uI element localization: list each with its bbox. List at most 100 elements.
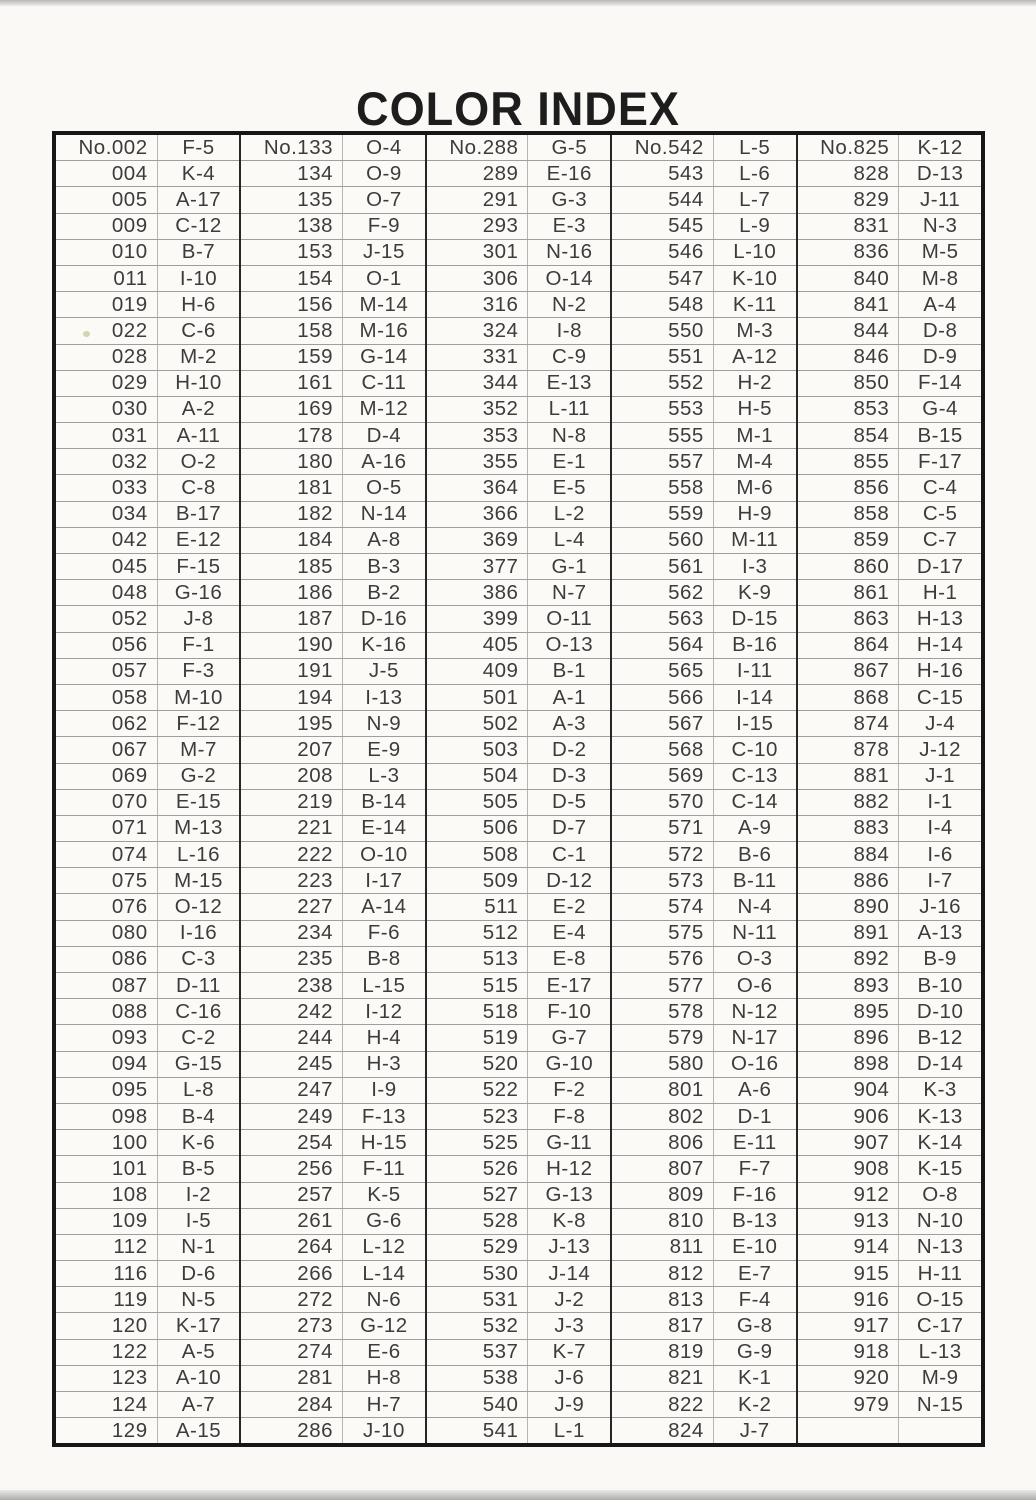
color-code-cell: K-8	[552, 1209, 587, 1233]
table-row: 528 K-8	[426, 1208, 611, 1235]
table-row: 098 B-4	[56, 1103, 240, 1131]
table-row: No.133 O-4	[241, 135, 425, 162]
table-row: 223 I-17	[241, 868, 425, 895]
color-code-cell: H-7	[366, 1392, 402, 1416]
color-code-cell: H-3	[366, 1052, 402, 1076]
color-number-cell: No.288	[427, 135, 529, 161]
color-number-cell: 884	[798, 842, 900, 868]
color-number-cell: 369	[427, 527, 529, 553]
table-row: 573 B-11	[612, 868, 796, 895]
color-number-cell: 257	[241, 1182, 344, 1208]
color-number-cell: 802	[612, 1103, 714, 1130]
color-code-cell: B-4	[181, 1104, 216, 1128]
table-row: 242 I-12	[241, 999, 425, 1026]
color-code-cell: D-14	[916, 1052, 964, 1076]
table-row: 221 E-14	[241, 815, 425, 843]
table-row: 884 I-6	[797, 842, 982, 869]
table-row: 551 A-12	[612, 344, 796, 371]
table-row: 558 M-6	[612, 475, 796, 502]
table-row: 286 J-10	[241, 1418, 424, 1444]
color-number-cell: 180	[241, 449, 344, 475]
color-number-cell: 235	[241, 946, 344, 972]
table-row: 086 C-3	[56, 946, 240, 973]
color-code-cell: H-5	[737, 397, 772, 421]
table-row: 906 K-13	[797, 1103, 982, 1131]
color-code-cell: J-10	[362, 1418, 405, 1442]
color-number-cell: 153	[241, 239, 344, 265]
color-number-cell: 178	[241, 423, 344, 449]
table-row: 853 G-4	[797, 396, 982, 424]
color-number-cell: 219	[241, 789, 344, 815]
table-row: 101 B-5	[56, 1156, 240, 1183]
table-row: 541 L-1	[427, 1418, 610, 1444]
color-code-cell: D-10	[916, 999, 964, 1023]
color-code-cell: N-14	[360, 502, 408, 526]
table-row: 538 J-6	[426, 1365, 611, 1392]
color-number-cell: 033	[56, 475, 158, 501]
table-row: 042 E-12	[56, 527, 240, 554]
table-row: 274 E-6	[241, 1339, 425, 1366]
table-row: 898 D-14	[797, 1051, 982, 1078]
table-row: 881 J-1	[797, 763, 982, 790]
color-code-cell: J-5	[368, 659, 399, 683]
color-code-cell: B-1	[552, 659, 587, 683]
color-code-cell: H-6	[181, 292, 216, 316]
table-row: 238 L-15	[241, 973, 425, 1000]
color-code-cell: O-9	[366, 161, 402, 185]
table-row: 409 B-1	[426, 658, 611, 685]
color-number-cell: 538	[427, 1365, 529, 1391]
color-number-cell: 159	[241, 344, 344, 370]
table-row: 540 J-9	[426, 1392, 611, 1419]
table-row: 194 I-13	[241, 684, 425, 712]
color-code-cell: A-4	[923, 292, 957, 316]
color-number-cell: 222	[241, 842, 344, 868]
color-code-cell: C-16	[175, 999, 222, 1023]
color-code-cell: M-2	[180, 345, 217, 369]
index-column-3: No.288 G-5 289 E-16 291 G-3 293 E-3 301 N-16 306 O-…	[424, 135, 611, 1444]
table-row: 508 C-1	[426, 842, 611, 869]
color-code-cell: I-3	[742, 554, 768, 578]
table-row: 235 B-8	[241, 946, 425, 973]
color-code-cell: D-17	[916, 554, 964, 578]
color-number-cell: 501	[427, 684, 529, 711]
color-number-cell: 301	[427, 239, 529, 265]
color-number-cell: 034	[56, 501, 158, 527]
table-row: 180 A-16	[241, 449, 425, 476]
table-row: 182 N-14	[241, 501, 425, 528]
color-number-cell: 859	[798, 527, 900, 553]
table-row: 191 J-5	[241, 658, 425, 685]
table-row: 518 F-10	[426, 999, 611, 1026]
color-number-cell: 916	[798, 1287, 900, 1313]
table-row: 555 M-1	[612, 423, 796, 450]
table-row: 515 E-17	[426, 973, 611, 1000]
color-code-cell: D-7	[552, 816, 587, 840]
table-row: 831 N-3	[797, 213, 982, 240]
color-code-cell: A-8	[367, 528, 401, 552]
color-code-cell: G-13	[545, 1183, 594, 1207]
table-row: 301 N-16	[426, 239, 611, 266]
table-row: 574 N-4	[612, 894, 796, 921]
color-code-cell: F-2	[553, 1078, 586, 1102]
color-number-cell: 824	[612, 1418, 714, 1444]
color-number-cell: 093	[56, 1025, 158, 1051]
color-code-cell: O-7	[366, 187, 402, 211]
color-number-cell: 523	[427, 1103, 529, 1130]
color-number-cell: 272	[241, 1287, 344, 1313]
color-number-cell: 028	[56, 344, 158, 370]
color-code-cell: B-11	[732, 868, 777, 892]
color-code-cell: D-8	[922, 318, 958, 342]
color-number-cell: 281	[241, 1365, 344, 1391]
color-code-cell: A-2	[181, 397, 216, 421]
color-code-cell: N-11	[732, 921, 778, 945]
color-code-cell: A-13	[917, 921, 963, 945]
table-row: 904 K-3	[797, 1077, 982, 1104]
color-code-cell: O-13	[545, 633, 594, 657]
table-row: 579 N-17	[612, 1025, 796, 1052]
color-number-cell: 906	[798, 1103, 900, 1130]
color-code-cell: E-9	[367, 737, 401, 761]
color-number-cell: 537	[427, 1339, 529, 1365]
table-row: 812 E-7	[612, 1261, 796, 1288]
color-code-cell: L-12	[362, 1235, 406, 1259]
color-code-cell: K-4	[181, 161, 216, 185]
table-row: 245 H-3	[241, 1051, 425, 1078]
